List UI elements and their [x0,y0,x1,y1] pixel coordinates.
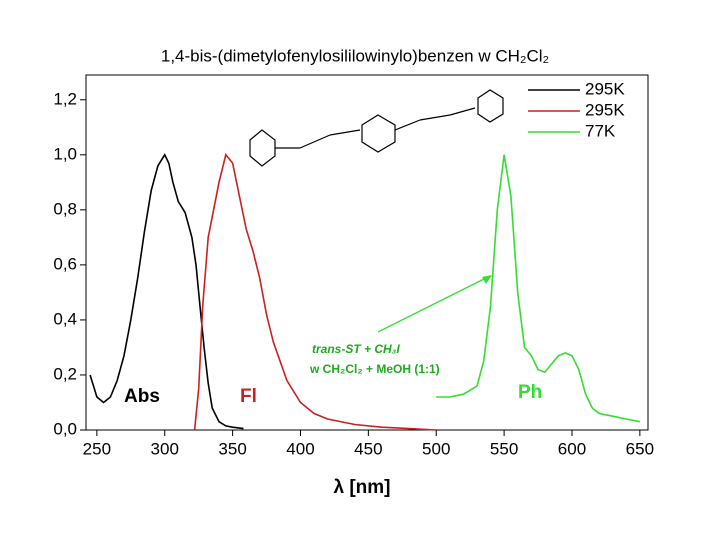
x-tick-label: 650 [626,439,654,458]
x-tick-label: 350 [218,439,246,458]
legend-label: 77K [585,121,616,140]
annotation-arrow [377,275,491,333]
legend-label: 295K [585,79,625,98]
plot-frame [85,74,649,431]
y-tick-label: 0,0 [53,419,77,438]
x-tick-label: 300 [151,439,179,458]
series-line [436,154,641,423]
chart-title: 1,4-bis-(dimetylofenylosililowinylo)benz… [161,46,549,65]
x-tick-label: 450 [354,439,382,458]
x-tick-label: 500 [422,439,450,458]
x-tick-label: 400 [286,439,314,458]
y-tick-label: 0,4 [53,309,77,328]
series-line [193,153,437,431]
annotation: Abs [124,386,160,407]
y-tick-label: 0,2 [53,364,77,383]
series-line [89,153,244,430]
y-tick-label: 0,6 [53,254,77,273]
y-tick-label: 1,0 [53,144,77,163]
legend-label: 295K [585,100,625,119]
structure [249,89,504,167]
annotation: Fl [240,386,257,407]
x-tick-label: 550 [490,439,518,458]
x-tick-label: 250 [83,439,111,458]
annotation: Ph [518,382,542,403]
y-tick-label: 0,8 [53,199,77,218]
annotation: w CH₂Cl₂ + MeOH (1:1) [309,362,440,376]
x-tick-label: 600 [558,439,586,458]
x-axis-label: λ [nm] [334,477,391,498]
y-tick-label: 1,2 [53,89,77,108]
annotation: trans-ST + CH₃I [312,342,400,356]
arrow-head [482,275,492,284]
